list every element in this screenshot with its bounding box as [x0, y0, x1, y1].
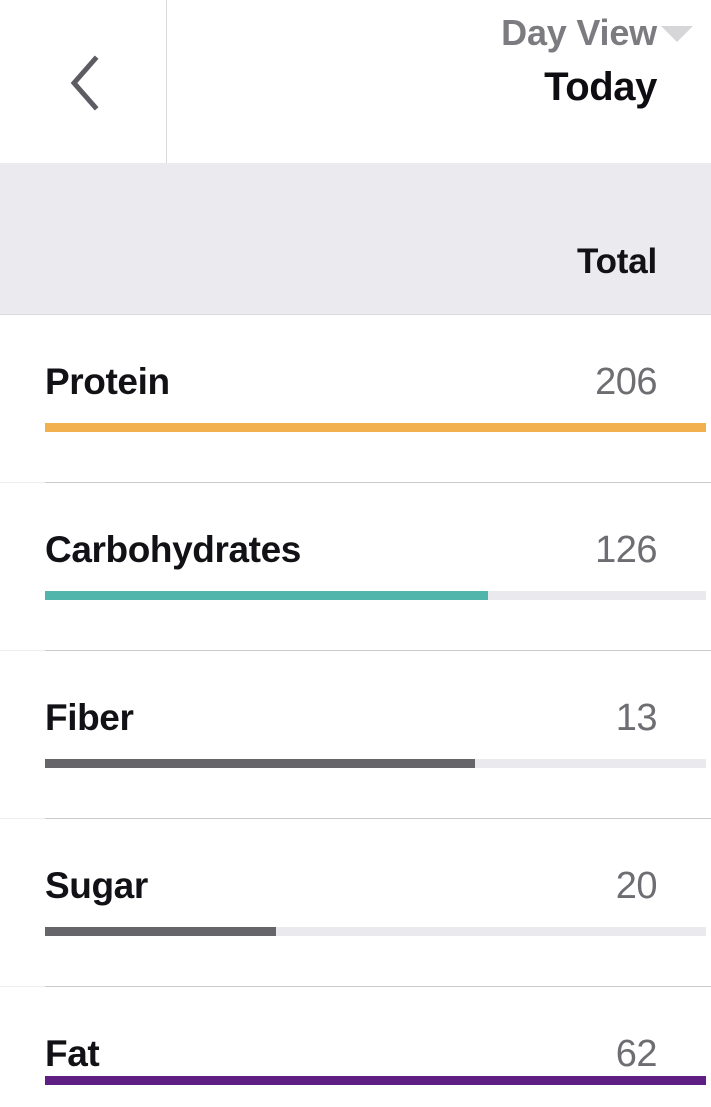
nutrient-row-carbohydrates[interactable]: Carbohydrates 126: [0, 483, 711, 651]
nutrient-progress-track: [45, 1076, 706, 1085]
nutrient-label: Sugar: [45, 865, 148, 906]
navigation-bar: Day View Today: [0, 0, 711, 163]
nutrient-progress-track: [45, 759, 706, 768]
chevron-left-icon: [70, 55, 99, 111]
total-column-header: Total: [576, 242, 657, 281]
view-mode-selector[interactable]: Day View: [501, 12, 693, 53]
nutrient-progress-fill: [45, 927, 277, 936]
row-separator: [0, 650, 711, 651]
nutrient-value: 126: [595, 529, 657, 571]
nutrient-row-fiber[interactable]: Fiber 13: [0, 651, 711, 819]
nutrient-value: 62: [615, 1033, 658, 1075]
nutrient-row-sugar[interactable]: Sugar 20: [0, 819, 711, 987]
nutrient-value: 20: [615, 865, 658, 907]
nutrient-progress-track: [45, 423, 706, 432]
nutrient-value: 206: [595, 361, 657, 403]
nutrient-value: 13: [615, 697, 658, 739]
nutrient-progress-fill: [45, 591, 488, 600]
nutrient-label: Carbohydrates: [45, 529, 301, 570]
nutrient-progress-track: [45, 591, 706, 600]
row-separator: [0, 818, 711, 819]
view-mode-label: Day View: [501, 12, 657, 53]
nutrient-label: Fiber: [45, 697, 134, 738]
nutrient-label: Protein: [45, 361, 170, 402]
caret-down-icon: [661, 26, 693, 42]
nutrient-row-protein[interactable]: Protein 206: [0, 315, 711, 483]
nutrient-progress-fill: [45, 759, 475, 768]
nav-right-group: Day View Today: [501, 12, 693, 109]
nutrient-list: Protein 206 Carbohydrates 126: [0, 315, 711, 1085]
nutrient-label: Fat: [45, 1033, 100, 1074]
row-separator: [0, 482, 711, 483]
nutrient-progress-track: [45, 927, 706, 936]
back-button[interactable]: [45, 38, 125, 128]
nutrient-row-fat[interactable]: Fat 62: [0, 987, 711, 1085]
row-separator: [0, 986, 711, 987]
header-divider: [166, 0, 167, 163]
page-title: Today: [544, 64, 657, 109]
nutrient-progress-fill: [45, 423, 706, 432]
nutrient-progress-fill: [45, 1076, 706, 1085]
totals-header-band: Total: [0, 163, 711, 315]
